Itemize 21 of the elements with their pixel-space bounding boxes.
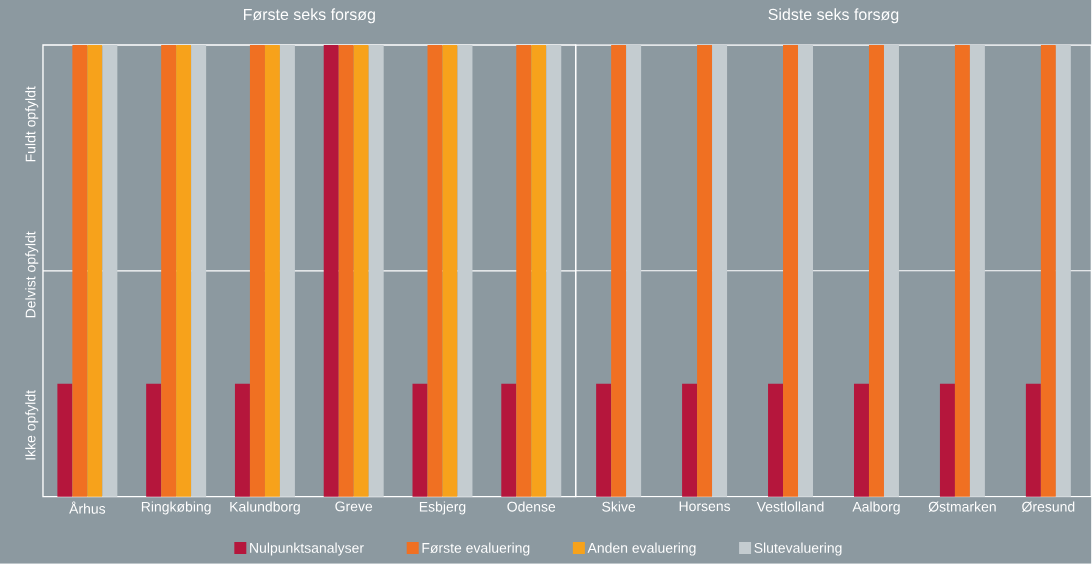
legend-label: Nulpunktsanalyser xyxy=(250,542,364,556)
x-tick-label: Aalborg xyxy=(852,501,900,515)
legend-label: Slutevaluering xyxy=(754,542,842,556)
text: Ikke opfyldt xyxy=(25,390,39,460)
x-tick-label: Horsens xyxy=(679,501,731,512)
text: Delvist opfyldt xyxy=(25,231,39,318)
x-tick-label: Århus xyxy=(69,501,106,514)
legend-label: Anden evaluering xyxy=(587,542,696,556)
x-tick-label: Vestlolland xyxy=(756,501,824,512)
x-tick-label: Skive xyxy=(602,501,636,512)
x-tick-label: Ringkøbing xyxy=(141,501,211,515)
x-tick-label: Greve xyxy=(335,501,373,512)
x-tick-label: Kalundborg xyxy=(230,501,300,515)
x-tick-label: Esbjerg xyxy=(419,501,466,515)
text: Fuldt opfyldt xyxy=(25,86,39,162)
x-tick-label: Østmarken xyxy=(928,501,996,513)
x-tick-label: Øresund xyxy=(1022,501,1075,513)
chart-title: Første seks forsøg xyxy=(244,8,375,24)
chart-title: Sidste seks forsøg xyxy=(768,8,899,24)
legend-label: Første evaluering xyxy=(422,542,530,556)
x-tick-label: Odense xyxy=(507,501,556,512)
